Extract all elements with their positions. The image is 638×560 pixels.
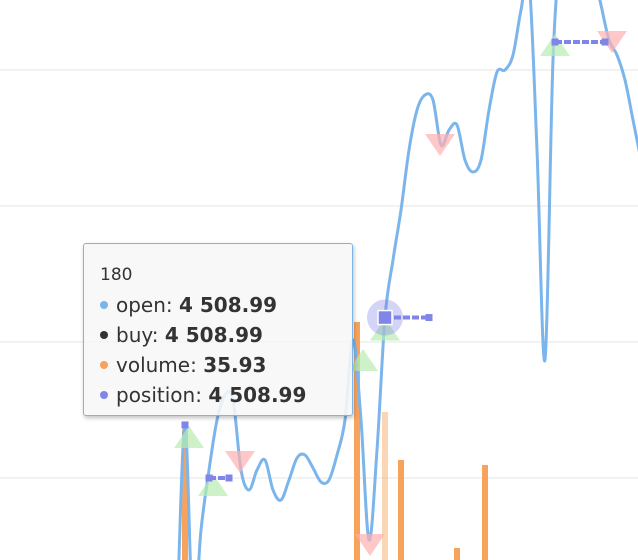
tooltip-row: buy: 4 508.99 [100,320,352,350]
tooltip-header: 180 [100,265,133,285]
tooltip-row: open: 4 508.99 [100,290,352,320]
series-label: open: [116,293,173,317]
buy-marker [348,349,378,372]
series-bullet [100,330,108,339]
position-marker [205,474,213,482]
series-value: 4 508.99 [164,323,263,347]
series-label: position: [116,383,202,407]
position-marker [551,38,559,46]
series-value: 35.93 [203,353,267,377]
series-bullet [100,360,108,369]
series-value: 4 508.99 [179,293,278,317]
position-marker [225,474,233,482]
position-marker [601,38,609,46]
position-marker [377,309,393,326]
volume-bar [398,459,404,560]
volume-bar [182,429,188,560]
series-label: volume: [116,353,197,377]
buy-marker [198,473,228,496]
sell-marker [225,450,255,473]
tooltip: 180 open: 4 508.99 buy: 4 508.99 volume: 3… [83,243,353,416]
sell-marker [597,31,627,54]
buy-marker [370,318,400,341]
series-bullet [100,390,108,399]
volume-bar [382,411,388,560]
volume-bar [482,465,488,560]
series-label: buy: [116,323,159,347]
tooltip-row: position: 4 508.99 [100,380,352,410]
price-line [177,0,638,560]
series-bullet [100,300,108,309]
volume-bar [454,548,460,560]
position-marker [181,421,189,429]
tooltip-row: volume: 35.93 [100,350,352,380]
sell-marker [355,533,385,556]
sell-marker [425,134,455,157]
position-marker [425,314,433,322]
volume-bar [354,321,360,560]
series-value: 4 508.99 [208,383,307,407]
buy-marker [174,425,204,448]
